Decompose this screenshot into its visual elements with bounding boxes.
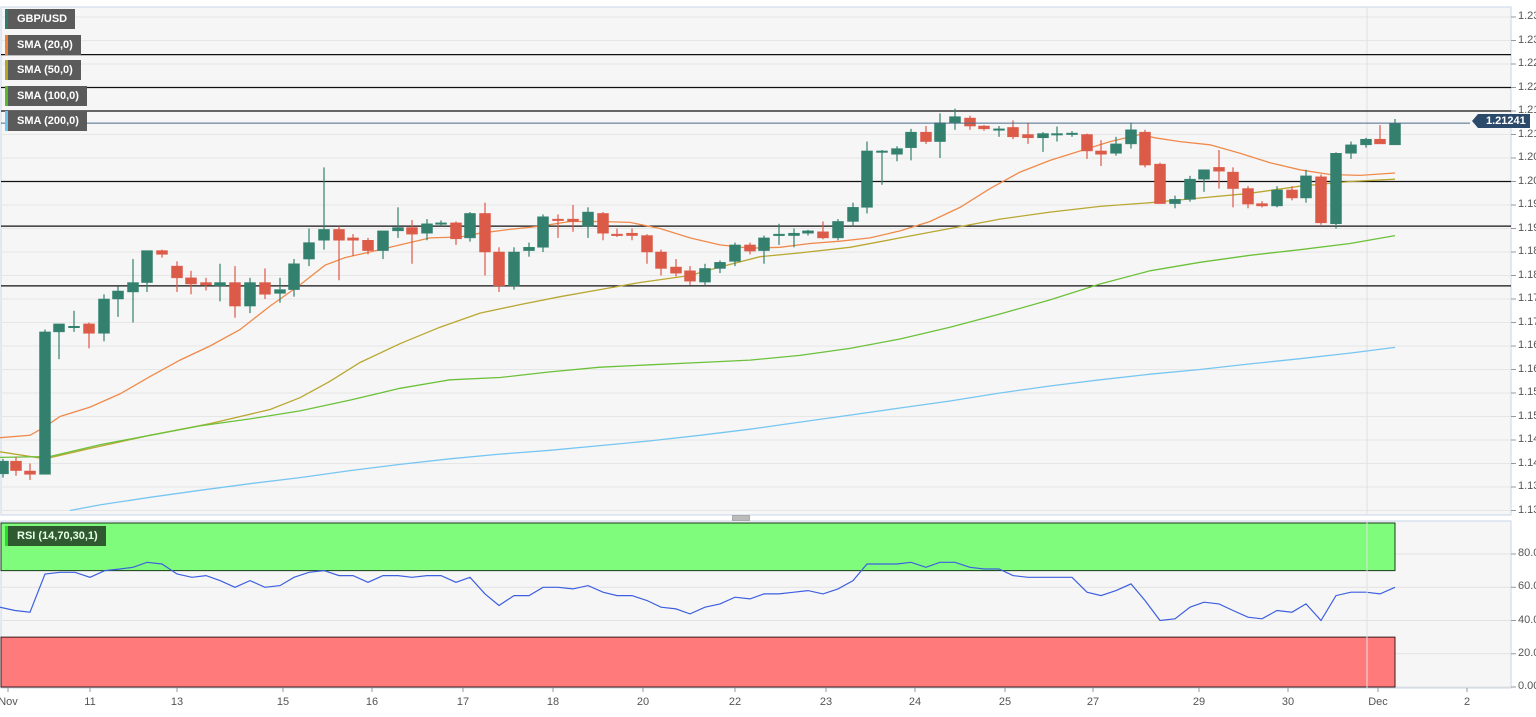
time-tick-label: 2 [1463, 696, 1471, 708]
time-tick-label: 22 [728, 696, 742, 708]
price-tick-label: 1.1950 [1518, 198, 1536, 210]
candlesticks [0, 108, 1401, 480]
price-tick-label: 1.1800 [1518, 268, 1536, 281]
price-tick-label: 1.1750 [1518, 292, 1536, 304]
legend-sma-100[interactable]: SMA (100,0) [5, 86, 87, 106]
price-tick-label: 1.1900 [1518, 221, 1536, 234]
price-tick-label: 1.2350 [1518, 10, 1536, 22]
price-tick-label: 1.1450 [1518, 433, 1536, 445]
rsi-tick-label: 60.0000 [1518, 580, 1536, 593]
price-tick-label: 1.2000 [1518, 174, 1536, 187]
time-tick-label: 30 [1281, 696, 1295, 708]
panel-resize-handle[interactable] [732, 515, 750, 521]
rsi-tick-label: 40.0000 [1518, 613, 1536, 626]
price-tick-label: 1.2200 [1518, 80, 1536, 93]
time-tick-label: 25 [998, 696, 1012, 708]
price-tick-label: 1.2150 [1518, 104, 1536, 116]
rsi-tick-label: 0.0000 [1518, 680, 1536, 692]
price-tick-label: 1.1650 [1518, 339, 1536, 351]
price-tick-label: 1.2300 [1518, 33, 1536, 46]
time-tick-label: 29 [1192, 696, 1206, 708]
time-tick-label: 16 [365, 696, 379, 708]
price-tick-label: 1.1850 [1518, 245, 1536, 257]
time-tick-label: 17 [456, 696, 470, 708]
price-panel[interactable] [0, 6, 1512, 516]
price-tick-label: 1.1550 [1518, 386, 1536, 398]
time-tick-label: 23 [819, 696, 833, 708]
rsi-tick-label: 20.0000 [1518, 646, 1536, 659]
legend-symbol[interactable]: GBP/USD [5, 9, 76, 29]
time-tick-label: 18 [546, 696, 560, 708]
price-tick-label: 1.1700 [1518, 315, 1536, 328]
rsi-axis [1511, 553, 1516, 688]
price-tick-label: 1.1600 [1518, 362, 1536, 375]
time-tick-label: 27 [1086, 696, 1100, 708]
legend-sma-50[interactable]: SMA (50,0) [5, 60, 81, 80]
price-tick-label: 1.1500 [1518, 409, 1536, 422]
time-tick-label: 20 [636, 696, 650, 708]
rsi-tick-label: 80.0000 [1518, 547, 1536, 559]
overbought-zone [0, 522, 1396, 572]
price-tick-label: 1.1400 [1518, 456, 1536, 469]
time-tick-label: 15 [276, 696, 290, 708]
time-tick-label: Dec [1368, 696, 1388, 708]
rsi-line [0, 561, 1396, 622]
legend-sma-200[interactable]: SMA (200,0) [5, 111, 87, 131]
sma-lines [0, 133, 1396, 512]
price-tick-label: 1.2250 [1518, 57, 1536, 69]
price-tick-label: 1.1300 [1518, 503, 1536, 516]
price-tick-label: 1.2100 [1518, 127, 1536, 140]
time-tick-label: 11 [84, 696, 96, 708]
time-tick-label: 24 [908, 696, 922, 708]
price-tick-label: 1.2050 [1518, 151, 1536, 163]
time-axis-ticks [7, 688, 1468, 692]
time-tick-label: Nov [0, 696, 18, 708]
legend-sma-20[interactable]: SMA (20,0) [5, 35, 81, 55]
price-tick-label: 1.1350 [1518, 480, 1536, 492]
oversold-zone [0, 636, 1396, 688]
time-tick-label: 13 [170, 696, 184, 708]
legend-rsi[interactable]: RSI (14,70,30,1) [5, 526, 106, 546]
price-gridlines [1, 7, 1511, 515]
horizontal-levels [1, 53, 1511, 287]
current-price-tag: 1.21241 [1472, 114, 1530, 128]
price-axis [1511, 16, 1516, 511]
